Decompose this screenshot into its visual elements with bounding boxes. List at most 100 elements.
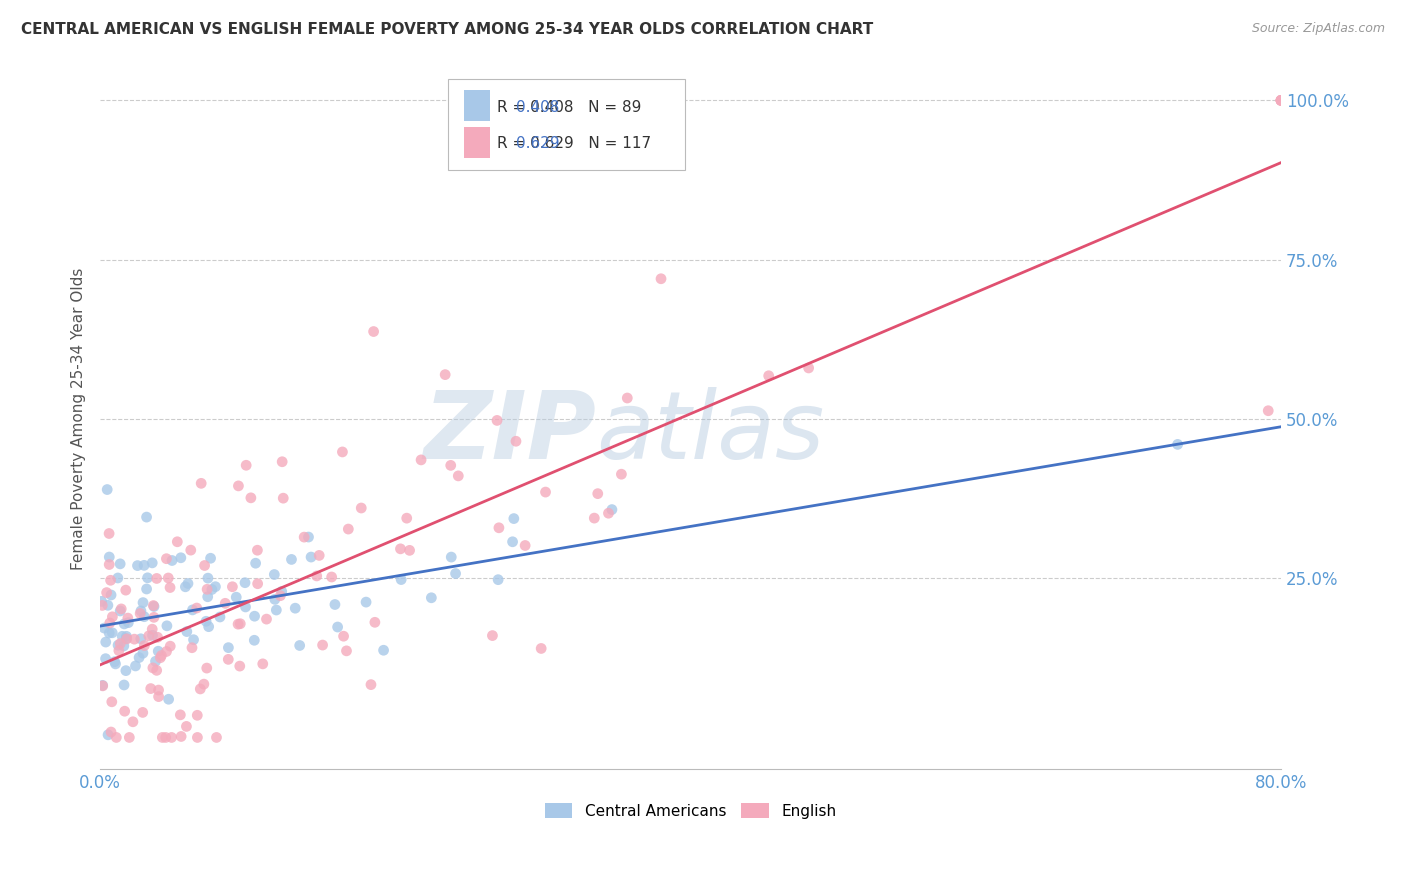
Point (132, 596, 155, 610)
Point (226, 617, 249, 632)
Point (193, 677, 215, 691)
Point (505, 434, 527, 449)
Point (235, 599, 257, 614)
Point (1270, 94, 1292, 108)
Point (183, 632, 205, 647)
Point (97, 728, 120, 742)
Point (409, 453, 432, 467)
Point (98, 558, 121, 572)
Point (160, 731, 183, 745)
Point (97, 599, 120, 613)
Point (311, 638, 333, 652)
Point (181, 603, 204, 617)
Point (323, 598, 346, 612)
Point (107, 571, 129, 585)
Point (94, 651, 117, 665)
Point (515, 539, 537, 553)
Point (100, 725, 122, 739)
Point (299, 550, 322, 565)
Point (96, 483, 118, 497)
Point (150, 731, 173, 745)
Point (229, 659, 252, 673)
Point (197, 620, 219, 634)
Point (616, 391, 638, 405)
Point (104, 655, 127, 669)
Point (486, 413, 509, 427)
Point (350, 501, 373, 516)
Point (98, 626, 121, 640)
Point (101, 609, 124, 624)
Point (155, 644, 177, 658)
Point (1257, 403, 1279, 417)
FancyBboxPatch shape (449, 79, 685, 170)
Point (94, 635, 117, 649)
Point (270, 584, 292, 599)
Text: ZIP: ZIP (423, 387, 596, 479)
Point (235, 458, 257, 473)
Point (159, 581, 181, 595)
Point (139, 681, 162, 696)
Point (195, 661, 218, 675)
Point (217, 652, 239, 666)
Point (145, 571, 167, 585)
Point (159, 639, 181, 653)
Point (143, 599, 166, 614)
Point (583, 511, 606, 525)
Point (269, 589, 291, 603)
Point (186, 731, 208, 745)
Point (1167, 437, 1189, 451)
Point (136, 571, 159, 585)
Point (229, 616, 252, 631)
Point (530, 641, 553, 656)
Point (101, 625, 124, 640)
Point (101, 695, 124, 709)
Point (420, 591, 443, 605)
Point (93, 621, 115, 635)
Text: Source: ZipAtlas.com: Source: ZipAtlas.com (1251, 22, 1385, 36)
Point (1270, 94, 1292, 108)
Point (148, 683, 170, 698)
Point (243, 609, 266, 624)
Point (321, 570, 343, 584)
Point (758, 368, 780, 383)
Point (124, 632, 146, 647)
Point (142, 661, 165, 675)
Point (98, 549, 121, 564)
Point (245, 556, 267, 570)
Point (96, 585, 118, 599)
Point (160, 553, 183, 567)
Point (129, 607, 152, 621)
Point (176, 624, 198, 639)
Point (98, 526, 121, 541)
Point (1270, 94, 1292, 108)
Point (132, 646, 155, 660)
Point (292, 530, 315, 544)
Point (148, 690, 170, 704)
Point (586, 486, 609, 500)
Point (112, 639, 135, 653)
Point (118, 731, 141, 745)
Point (186, 601, 208, 615)
Point (364, 615, 387, 630)
Point (195, 582, 218, 597)
Point (308, 549, 330, 563)
Point (481, 629, 503, 643)
Point (107, 638, 129, 652)
Point (233, 575, 256, 590)
Point (170, 730, 193, 744)
Point (115, 664, 138, 678)
Point (208, 610, 231, 624)
Point (204, 580, 226, 594)
Point (166, 534, 188, 549)
Bar (464, 89, 489, 121)
Point (128, 650, 150, 665)
Point (117, 615, 139, 630)
Point (221, 580, 243, 594)
Point (228, 479, 250, 493)
Point (155, 731, 177, 745)
Point (91, 678, 114, 692)
Point (91, 599, 114, 613)
Point (225, 591, 247, 605)
Point (91, 679, 114, 693)
Point (271, 491, 294, 505)
